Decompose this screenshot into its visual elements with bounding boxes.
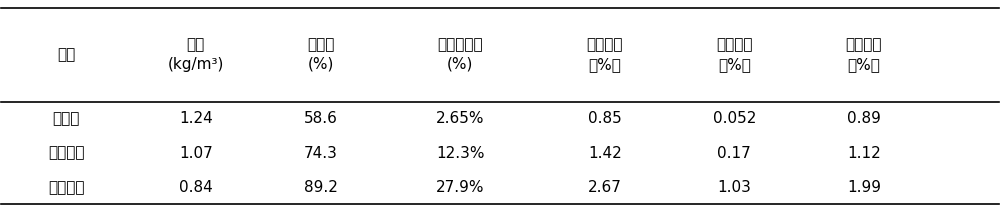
Text: 0.85: 0.85 (588, 111, 622, 126)
Text: 1.03: 1.03 (717, 180, 751, 195)
Text: 容重
(kg/m³): 容重 (kg/m³) (168, 38, 224, 72)
Text: 处理: 处理 (57, 47, 75, 62)
Text: 58.6: 58.6 (304, 111, 337, 126)
Text: 全磷含量
（%）: 全磷含量 （%） (716, 38, 753, 72)
Text: 有机质含量
(%): 有机质含量 (%) (437, 38, 483, 72)
Text: 1.24: 1.24 (179, 111, 213, 126)
Text: 1.07: 1.07 (179, 146, 213, 160)
Text: 0.89: 0.89 (847, 111, 881, 126)
Text: 2.67: 2.67 (588, 180, 622, 195)
Text: 0.17: 0.17 (717, 146, 751, 160)
Text: 土壤组: 土壤组 (53, 111, 80, 126)
Text: 89.2: 89.2 (304, 180, 337, 195)
Text: 2.65%: 2.65% (436, 111, 484, 126)
Text: 0.052: 0.052 (713, 111, 756, 126)
Text: 实施例组: 实施例组 (48, 180, 84, 195)
Text: 0.84: 0.84 (179, 180, 213, 195)
Text: 全氮含量
（%）: 全氮含量 （%） (586, 38, 623, 72)
Text: 1.12: 1.12 (847, 146, 881, 160)
Text: 1.42: 1.42 (588, 146, 622, 160)
Text: 1.99: 1.99 (847, 180, 881, 195)
Text: 74.3: 74.3 (304, 146, 337, 160)
Text: 27.9%: 27.9% (436, 180, 484, 195)
Text: 孔隙度
(%): 孔隙度 (%) (307, 38, 334, 72)
Text: 12.3%: 12.3% (436, 146, 484, 160)
Text: 全钾含量
（%）: 全钾含量 （%） (846, 38, 882, 72)
Text: 营养土组: 营养土组 (48, 146, 84, 160)
